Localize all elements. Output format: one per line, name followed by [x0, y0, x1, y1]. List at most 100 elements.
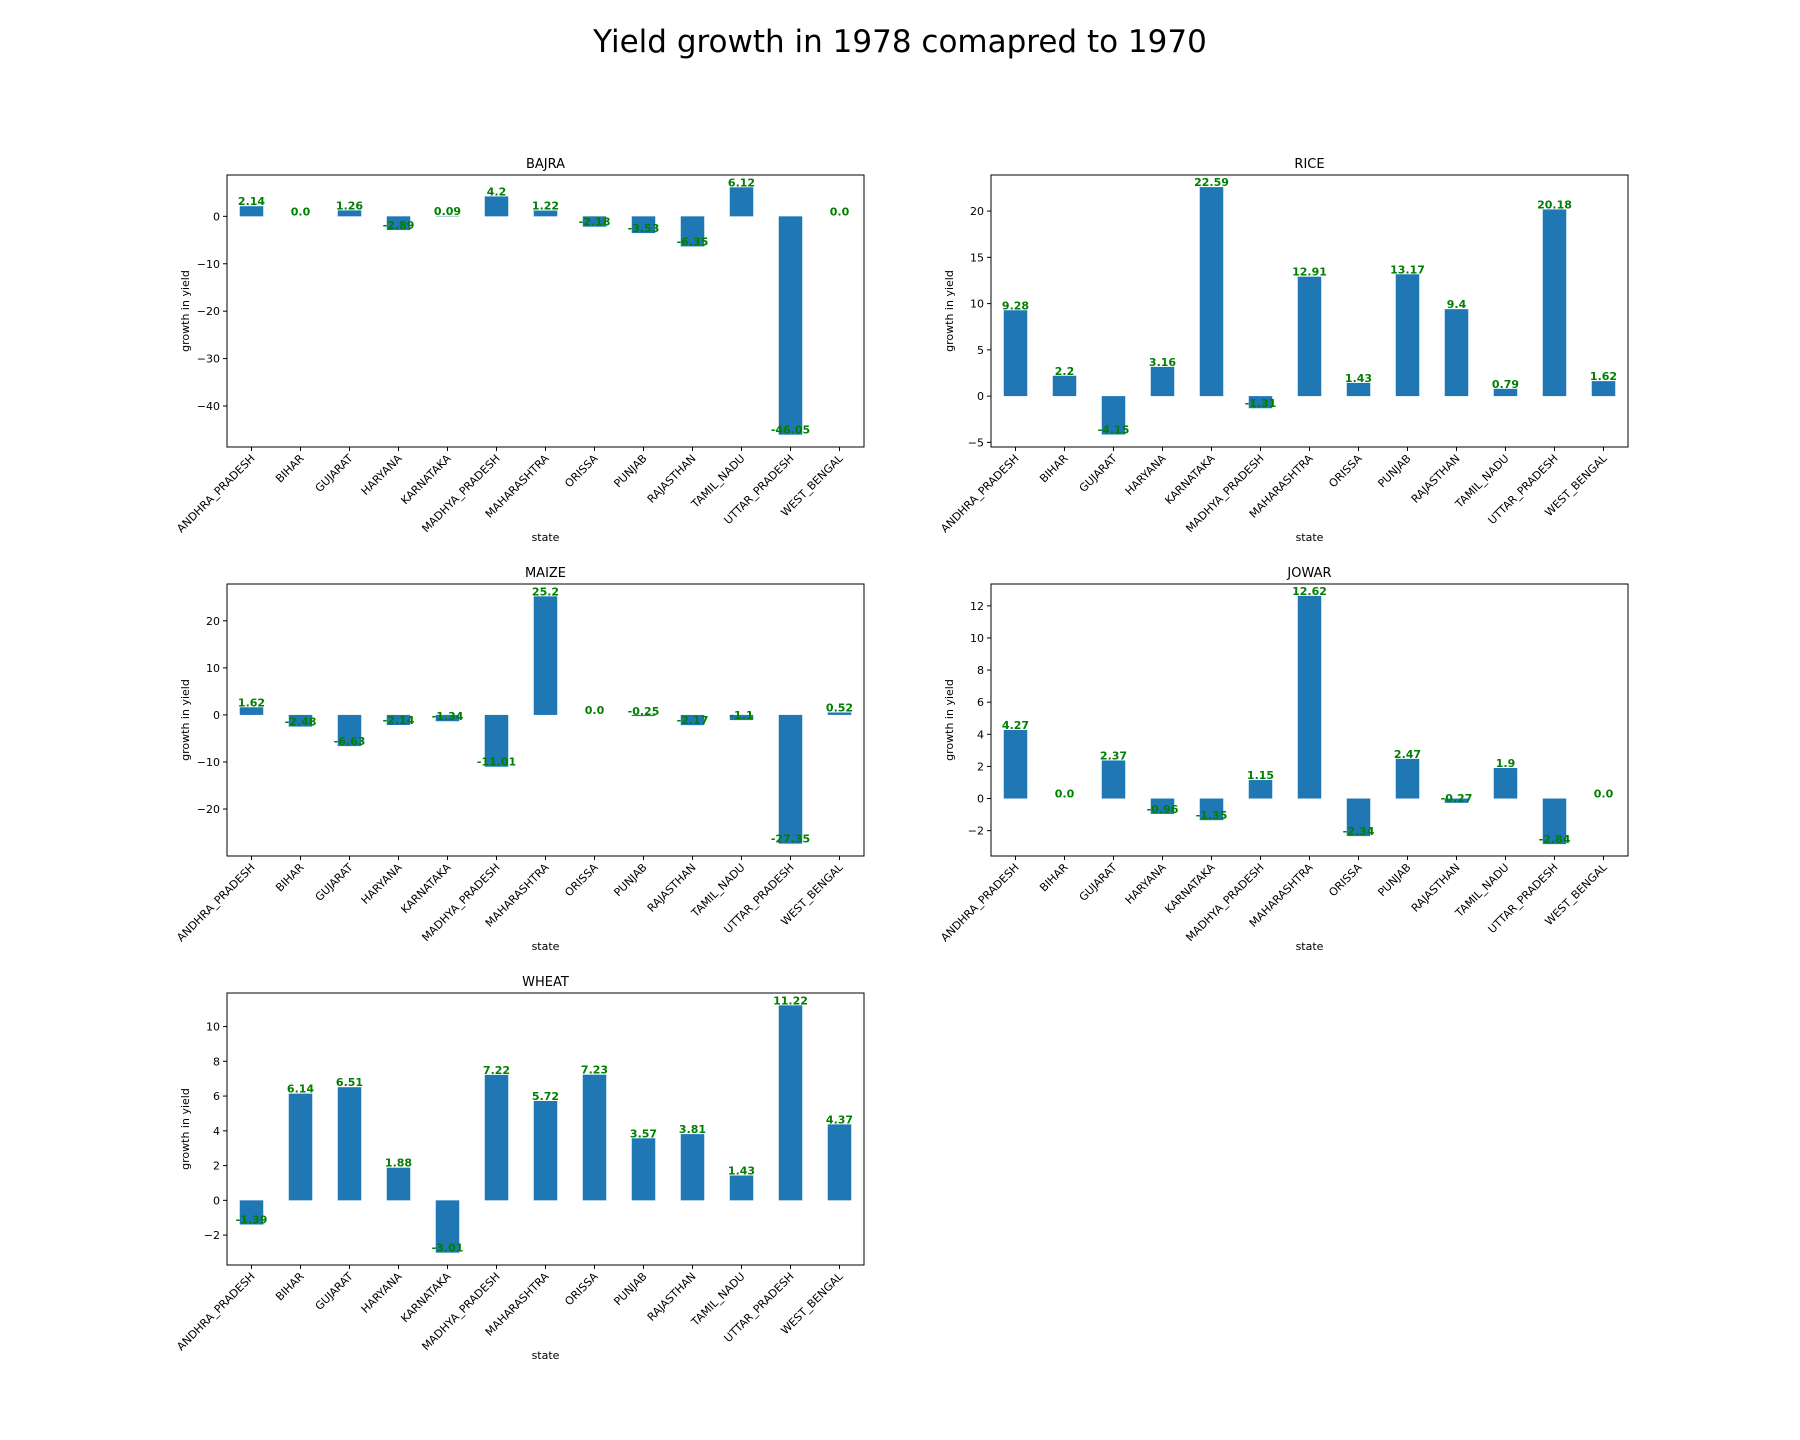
bar-rajasthan	[680, 714, 705, 726]
data-label: -3.53	[628, 222, 660, 235]
data-label: -2.14	[383, 714, 415, 727]
data-label: 11.22	[773, 994, 808, 1007]
bar-karnataka	[435, 1200, 460, 1253]
x-tick-label: ANDHRA_PRADESH	[938, 861, 1021, 944]
data-label: -1.1	[729, 709, 753, 722]
y-tick-label: −10	[197, 258, 220, 271]
subplot-jowar: JOWAR 4.27 0.0 2.37 -0.96 -1.35 1.15 12.62 -2.34…	[938, 566, 1629, 953]
y-tick-label: 0	[213, 210, 220, 223]
y-axis-label: growth in yield	[943, 679, 956, 761]
y-tick-label: −2	[204, 1229, 220, 1242]
bar-madhya-pradesh	[484, 1074, 509, 1201]
data-label: 1.62	[1590, 370, 1617, 383]
data-label: 0.79	[1492, 378, 1519, 391]
data-label: 1.43	[728, 1164, 755, 1177]
y-tick-label: 15	[970, 251, 984, 264]
bar-tamil-nadu	[729, 714, 754, 721]
data-label: 12.62	[1292, 585, 1327, 598]
x-tick-label: ANDHRA_PRADESH	[938, 452, 1021, 535]
data-label: 12.91	[1292, 266, 1327, 279]
data-label: -2.17	[677, 714, 709, 727]
bar-rajasthan	[1444, 309, 1469, 397]
y-tick-label: −5	[968, 436, 984, 449]
data-label: 1.62	[238, 696, 265, 709]
bar-tamil-nadu	[1493, 388, 1518, 397]
data-label: 2.14	[238, 195, 265, 208]
x-tick-label: GUJARAT	[1077, 452, 1120, 495]
y-tick-label: 10	[206, 1021, 220, 1034]
data-label: 6.51	[336, 1076, 363, 1089]
x-tick-label: RAJASTHAN	[645, 861, 699, 915]
data-label: -11.01	[477, 756, 516, 769]
data-label: -1.35	[1196, 809, 1228, 822]
data-label: 6.14	[287, 1083, 314, 1096]
x-tick-label: HARYANA	[359, 1270, 405, 1316]
bar-west-bengal	[827, 712, 852, 715]
data-label: -0.25	[628, 705, 660, 718]
bar-orissa	[582, 216, 607, 227]
subplot-bajra: BAJRA 2.14 0.0 1.26 -2.89 0.09 4.2 1.22 -2.18 -3.…	[174, 157, 865, 544]
y-tick-label: −10	[197, 756, 220, 769]
x-tick-label: ANDHRA_PRADESH	[174, 1270, 257, 1353]
bar-gujarat	[1101, 760, 1126, 799]
x-tick-label: PUNJAB	[1375, 861, 1413, 899]
bar-maharashtra	[533, 596, 558, 715]
subplot-rice: RICE 9.28 2.2 -4.15 3.16 22.59 -1.31 12.91 1.43 1…	[938, 157, 1629, 544]
bar-gujarat	[337, 714, 362, 747]
data-label: -4.15	[1098, 424, 1130, 437]
y-tick-label: 10	[206, 662, 220, 675]
bar-uttar-pradesh	[778, 216, 803, 435]
subplot-wheat: WHEAT -1.39 6.14 6.51 1.88 -3.01 7.22 5.72 7.23 3…	[174, 975, 865, 1362]
data-label: -46.05	[771, 424, 810, 437]
bar-haryana	[386, 714, 411, 725]
bar-orissa	[1346, 382, 1371, 397]
y-tick-label: 4	[977, 728, 984, 741]
bar-gujarat	[1101, 396, 1126, 435]
data-label: 20.18	[1537, 198, 1572, 211]
y-axis-label: growth in yield	[943, 270, 956, 352]
data-label: -6.35	[677, 235, 709, 248]
data-label: 0.0	[291, 205, 311, 218]
data-label: 1.22	[532, 200, 559, 213]
data-label: 2.2	[1055, 365, 1075, 378]
data-label: 2.37	[1100, 749, 1127, 762]
subplot-title: RICE	[1294, 157, 1324, 172]
bar-uttar-pradesh	[778, 1005, 803, 1201]
bar-haryana	[386, 216, 411, 231]
x-axis-label: state	[1296, 940, 1324, 953]
data-label: -2.34	[1343, 825, 1375, 838]
x-tick-label: ORISSA	[1326, 452, 1365, 491]
x-axis-label: state	[532, 1349, 560, 1362]
y-tick-label: 0	[213, 709, 220, 722]
data-label: 1.88	[385, 1157, 412, 1170]
data-label: 4.37	[826, 1113, 853, 1126]
data-label: -6.63	[334, 735, 366, 748]
y-tick-label: 0	[213, 1194, 220, 1207]
subplot-title: JOWAR	[1286, 566, 1331, 581]
y-axis-label: growth in yield	[179, 1088, 192, 1170]
x-tick-label: BIHAR	[1037, 861, 1071, 895]
data-label: 3.57	[630, 1127, 657, 1140]
x-tick-label: PUNJAB	[1375, 452, 1413, 490]
data-label: 22.59	[1194, 176, 1229, 189]
data-label: -27.35	[771, 833, 810, 846]
data-label: -3.01	[432, 1242, 464, 1255]
x-tick-label: HARYANA	[1123, 861, 1169, 907]
bar-punjab	[631, 714, 656, 717]
x-axis-label: state	[532, 531, 560, 544]
x-tick-label: PUNJAB	[611, 1270, 649, 1308]
bar-madhya-pradesh	[484, 714, 509, 767]
data-label: 25.2	[532, 585, 559, 598]
bar-haryana	[1150, 798, 1175, 814]
data-label: 7.22	[483, 1064, 510, 1077]
bar-west-bengal	[1591, 381, 1616, 397]
bar-maharashtra	[1297, 595, 1322, 799]
x-tick-label: GUJARAT	[313, 861, 356, 904]
y-axis-label: growth in yield	[179, 270, 192, 352]
bar-madhya-pradesh	[1248, 396, 1273, 409]
data-label: 3.16	[1149, 356, 1176, 369]
y-tick-label: 4	[213, 1125, 220, 1138]
bar-haryana	[386, 1167, 411, 1201]
data-label: 1.9	[1496, 757, 1516, 770]
y-tick-label: 6	[213, 1090, 220, 1103]
